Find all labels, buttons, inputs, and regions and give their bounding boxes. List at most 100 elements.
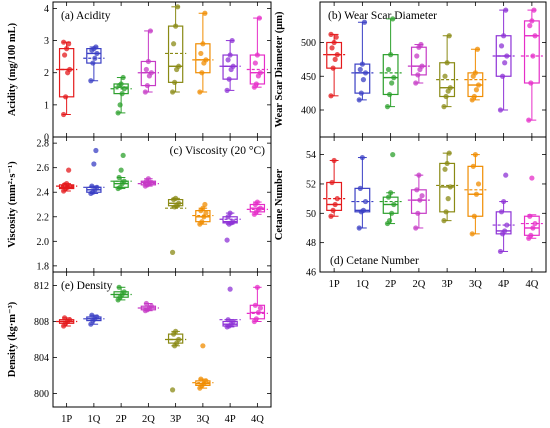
- data-point: [224, 87, 230, 93]
- data-point: [119, 91, 125, 97]
- data-point: [121, 86, 127, 92]
- data-point: [67, 66, 73, 73]
- data-point: [388, 190, 394, 196]
- data-point: [62, 52, 68, 58]
- data-point: [389, 80, 395, 86]
- data-point: [64, 46, 70, 52]
- data-point: [474, 46, 481, 52]
- y-tick-label: 2.0: [37, 237, 50, 248]
- data-point: [413, 80, 419, 86]
- y-tick-label: 1.8: [37, 261, 50, 272]
- data-point: [256, 15, 262, 21]
- data-point: [226, 76, 232, 82]
- data-point: [257, 70, 264, 76]
- data-point: [121, 178, 127, 184]
- data-point: [446, 33, 452, 39]
- data-point: [328, 93, 334, 99]
- chart-panel-2: 1.8 2.0 2.2 2.4 2.6 2.8 Viscosity (mm²·s⁻¹) (c)…: [7, 136, 272, 273]
- panel-title: (e) Density: [61, 280, 113, 292]
- data-point: [118, 167, 124, 173]
- data-point: [328, 31, 334, 37]
- data-point: [60, 111, 67, 118]
- chart-panel-3: 46 48 50 52 54 Cetane Number (d) Cetane Number…: [274, 136, 547, 290]
- panel-frame: [319, 1, 547, 138]
- data-point: [391, 75, 397, 81]
- data-point: [200, 343, 206, 349]
- data-point: [472, 70, 478, 76]
- data-point: [67, 317, 73, 323]
- category-label: 2P: [116, 414, 127, 425]
- data-point: [504, 53, 510, 59]
- data-point: [359, 154, 365, 161]
- panel-frame: [52, 271, 272, 408]
- box-group: [83, 44, 105, 84]
- data-point: [227, 286, 233, 292]
- data-point: [144, 82, 150, 89]
- data-point: [230, 219, 236, 225]
- data-point: [359, 61, 365, 67]
- box-group: [219, 210, 241, 243]
- data-point: [175, 4, 181, 10]
- box-group: [110, 284, 132, 303]
- category-label: 3P: [442, 279, 453, 290]
- data-point: [444, 60, 450, 66]
- box-group: [192, 10, 214, 95]
- data-point: [197, 89, 203, 95]
- box-group: [246, 15, 269, 90]
- data-point: [531, 7, 537, 13]
- data-point: [529, 175, 535, 181]
- data-point: [176, 336, 182, 343]
- box-group: [55, 315, 78, 329]
- box-group: [464, 46, 487, 103]
- y-tick-label: 450: [301, 72, 316, 83]
- data-point: [470, 163, 476, 169]
- y-tick-label: 804: [34, 353, 49, 364]
- data-point: [357, 185, 363, 191]
- box: [523, 20, 540, 84]
- data-point: [227, 52, 233, 58]
- data-point: [253, 316, 259, 322]
- data-point: [530, 225, 536, 231]
- data-point: [173, 195, 179, 201]
- data-point: [384, 104, 391, 110]
- data-point: [414, 187, 420, 193]
- data-point: [473, 87, 480, 93]
- data-point: [443, 209, 449, 215]
- data-point: [497, 107, 504, 113]
- data-point: [255, 309, 261, 316]
- data-point: [498, 43, 505, 49]
- data-point: [442, 166, 448, 172]
- data-point: [66, 41, 72, 47]
- y-tick-label: 400: [301, 106, 316, 117]
- box-group: [520, 7, 543, 123]
- data-point: [94, 50, 100, 57]
- box-group: [55, 167, 78, 194]
- data-point: [93, 44, 99, 50]
- box-group: [137, 28, 160, 95]
- data-point: [475, 82, 482, 88]
- data-point: [199, 70, 205, 76]
- data-point: [331, 157, 337, 164]
- data-point: [169, 387, 176, 393]
- data-point: [356, 225, 362, 231]
- box-group: [55, 39, 78, 118]
- y-tick-label: 808: [34, 317, 49, 328]
- box-group: [137, 176, 160, 189]
- data-point: [499, 73, 506, 79]
- data-point: [330, 65, 336, 71]
- data-point: [169, 89, 176, 95]
- y-tick-label: 2.4: [37, 188, 50, 199]
- y-tick-label: 46: [306, 268, 316, 279]
- data-point: [441, 104, 447, 110]
- y-axis-title: Wear Scar Diameter (μm): [274, 11, 285, 127]
- box-group: [379, 16, 402, 110]
- data-point: [441, 218, 447, 224]
- data-point: [527, 213, 533, 219]
- data-point: [447, 85, 453, 91]
- box-group: [492, 7, 515, 113]
- box-group: [219, 37, 241, 93]
- data-point: [386, 218, 393, 224]
- data-point: [62, 315, 68, 321]
- data-point: [471, 213, 477, 219]
- data-point: [528, 80, 534, 86]
